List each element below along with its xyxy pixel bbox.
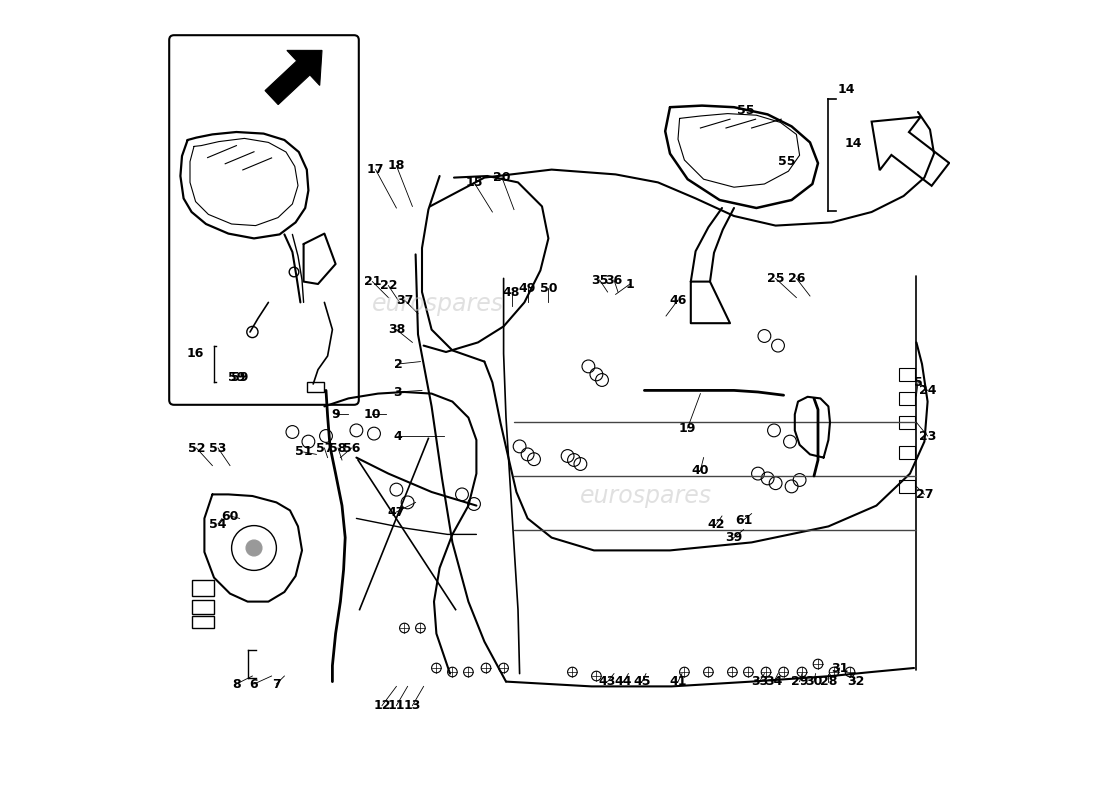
Text: 25: 25 [767,272,784,285]
Bar [191,600,214,614]
Text: 31: 31 [830,662,848,674]
Text: 36: 36 [605,274,623,286]
Bar [899,446,915,459]
Text: 49: 49 [519,282,537,294]
Text: 40: 40 [692,464,710,477]
Text: 46: 46 [669,294,686,306]
Bar [307,382,324,392]
Text: 50: 50 [540,282,557,294]
Text: 18: 18 [387,159,405,172]
Text: 6: 6 [250,678,258,690]
Text: 29: 29 [791,675,808,688]
Text: 41: 41 [669,675,686,688]
Text: 44: 44 [615,675,632,688]
Text: 28: 28 [820,675,837,688]
Text: 45: 45 [634,675,651,688]
Text: 20: 20 [493,171,510,184]
Text: 10: 10 [364,408,382,421]
Text: 15: 15 [465,176,483,189]
Text: eurospares: eurospares [580,484,712,508]
Polygon shape [265,50,322,105]
Bar [899,480,915,493]
Text: 61: 61 [735,514,752,526]
Text: 1: 1 [626,278,635,290]
Text: 12: 12 [373,699,390,712]
Text: 42: 42 [707,518,725,530]
Text: 54: 54 [209,518,227,530]
Text: 48: 48 [503,286,520,298]
Text: 52: 52 [188,442,205,454]
Text: 59: 59 [231,371,249,384]
Text: 38: 38 [388,323,405,336]
Text: 8: 8 [232,678,241,690]
Bar [899,416,915,429]
Text: 59: 59 [229,371,245,384]
Text: 4: 4 [394,430,403,442]
Text: 35: 35 [591,274,608,286]
Text: 53: 53 [209,442,227,454]
Text: 17: 17 [366,163,384,176]
Text: 32: 32 [847,675,865,688]
Text: 55: 55 [737,104,755,117]
Text: 57: 57 [316,442,333,454]
Bar [191,616,214,628]
Text: 14: 14 [837,83,855,96]
Circle shape [246,540,262,556]
Text: 47: 47 [387,506,405,518]
Text: 37: 37 [396,294,414,306]
Text: 2: 2 [394,358,403,370]
Text: 21: 21 [364,275,382,288]
Text: 9: 9 [331,408,340,421]
Text: 33: 33 [751,675,768,688]
Text: 13: 13 [404,699,421,712]
Bar [899,392,915,405]
Text: 26: 26 [788,272,805,285]
Text: 55: 55 [778,155,795,168]
Polygon shape [871,117,949,186]
Text: 43: 43 [598,675,616,688]
Text: 24: 24 [918,384,936,397]
Text: 19: 19 [679,422,696,434]
Text: 39: 39 [725,531,742,544]
Text: 7: 7 [272,678,280,690]
Text: 51: 51 [295,446,312,458]
Text: 27: 27 [915,488,933,501]
Text: 58: 58 [329,442,346,454]
Text: 3: 3 [394,386,403,398]
Text: 11: 11 [387,699,405,712]
Text: eurospares: eurospares [372,292,504,316]
Text: 23: 23 [918,430,936,442]
Bar [191,580,214,596]
Text: 30: 30 [805,675,823,688]
Text: 56: 56 [343,442,361,454]
Text: 22: 22 [379,279,397,292]
Text: 16: 16 [187,347,205,360]
Text: 60: 60 [221,510,239,522]
Text: 14: 14 [845,137,862,150]
Bar [899,368,915,381]
Text: 34: 34 [766,675,783,688]
Text: 5: 5 [914,376,923,389]
